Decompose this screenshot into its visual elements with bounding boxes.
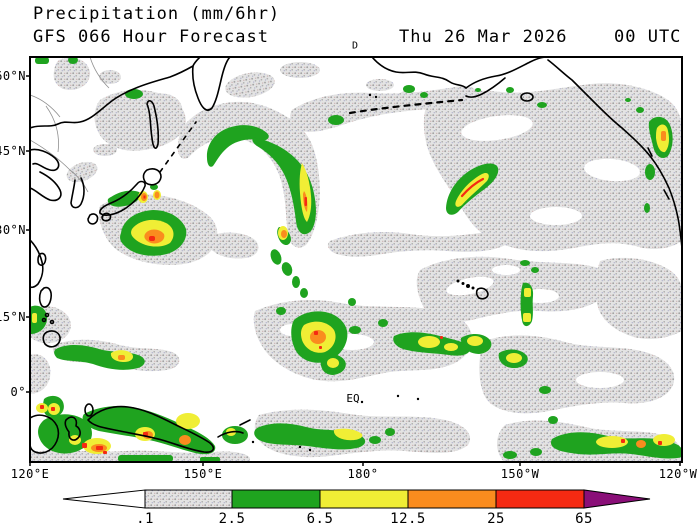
lat-label-45n: 45°N	[0, 144, 26, 158]
colorbar-label-25: 25	[487, 511, 505, 525]
colorbar: .1 2.5 6.5 12.5 25 65	[62, 489, 651, 525]
valid-time-label: 00 UTC	[614, 27, 681, 47]
low-marker-box	[349, 40, 361, 50]
lat-label-15n: 15°N	[0, 310, 26, 324]
colorbar-label-12.5: 12.5	[390, 511, 426, 525]
map-frame	[29, 56, 683, 463]
lon-ticks	[29, 462, 681, 466]
equator-label: EQ	[346, 392, 359, 405]
colorbar-seg-red	[495, 489, 585, 509]
colorbar-seg-green	[231, 489, 321, 509]
colorbar-seg-trace	[144, 489, 233, 509]
lon-label-120e: 120°E	[11, 467, 50, 481]
coastlines	[31, 57, 681, 454]
lon-label-180: 180°	[348, 467, 379, 481]
colorbar-label-65: 65	[575, 511, 593, 525]
colorbar-right-arrow	[583, 489, 651, 509]
low-marker: D	[352, 41, 358, 52]
colorbar-label-6.5: 6.5	[307, 511, 334, 525]
lat-label-30n: 30°N	[0, 223, 26, 237]
colorbar-label-0.1: .1	[136, 511, 154, 525]
lat-label-60n: 60°N	[0, 69, 26, 83]
border-lines	[31, 57, 110, 193]
small-islands	[251, 93, 475, 452]
figure-title: Precipitation (mm/6hr)	[33, 4, 280, 24]
colorbar-seg-yellow	[319, 489, 409, 509]
model-forecast-label: GFS 066 Hour Forecast	[33, 27, 269, 47]
colorbar-seg-orange	[407, 489, 497, 509]
valid-date-label: Thu 26 Mar 2026	[399, 27, 568, 47]
colorbar-label-2.5: 2.5	[219, 511, 246, 525]
colorbar-left-arrow	[62, 489, 146, 509]
lat-ticks	[26, 75, 30, 393]
lat-label-0: 0°	[11, 385, 26, 399]
lon-label-150w: 150°W	[501, 467, 540, 481]
lon-label-120w: 120°W	[659, 467, 698, 481]
precipitation-layers	[31, 57, 681, 462]
lon-label-150e: 150°E	[184, 467, 223, 481]
